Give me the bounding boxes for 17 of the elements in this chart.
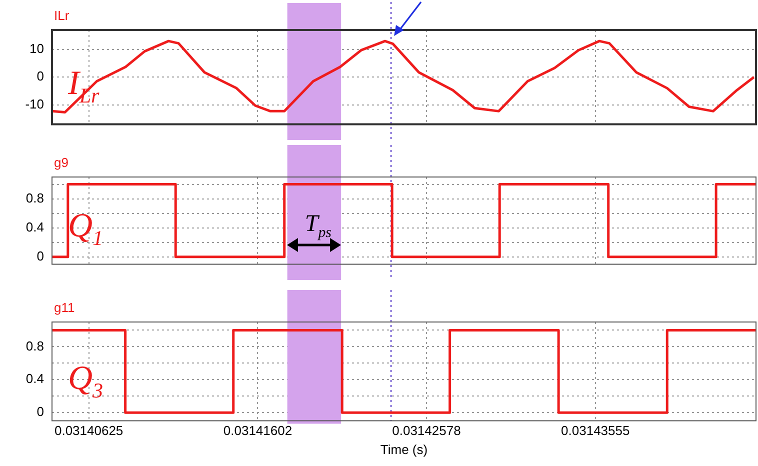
y-tick-label: 0 xyxy=(36,248,44,264)
y-tick-label: 0.8 xyxy=(26,190,44,206)
x-tick-label: 0.03140625 xyxy=(54,423,124,438)
y-tick-label: 0 xyxy=(36,68,44,84)
y-tick-label: 0.8 xyxy=(26,338,44,354)
chart-title: g11 xyxy=(54,300,75,315)
chart-title: ILr xyxy=(54,8,70,23)
x-tick-label: 0.03141602 xyxy=(223,423,292,438)
y-tick-label: 0 xyxy=(36,404,44,420)
y-tick-label: -10 xyxy=(25,96,44,112)
x-tick-label: 0.03143555 xyxy=(561,423,630,438)
y-tick-label: 0.4 xyxy=(26,219,44,234)
x-axis-title: Time (s) xyxy=(380,442,428,457)
x-tick-label: 0.03142578 xyxy=(392,423,461,438)
y-tick-label: 0.4 xyxy=(26,371,44,386)
y-tick-label: 10 xyxy=(30,40,44,56)
chart-title: g9 xyxy=(54,155,68,170)
